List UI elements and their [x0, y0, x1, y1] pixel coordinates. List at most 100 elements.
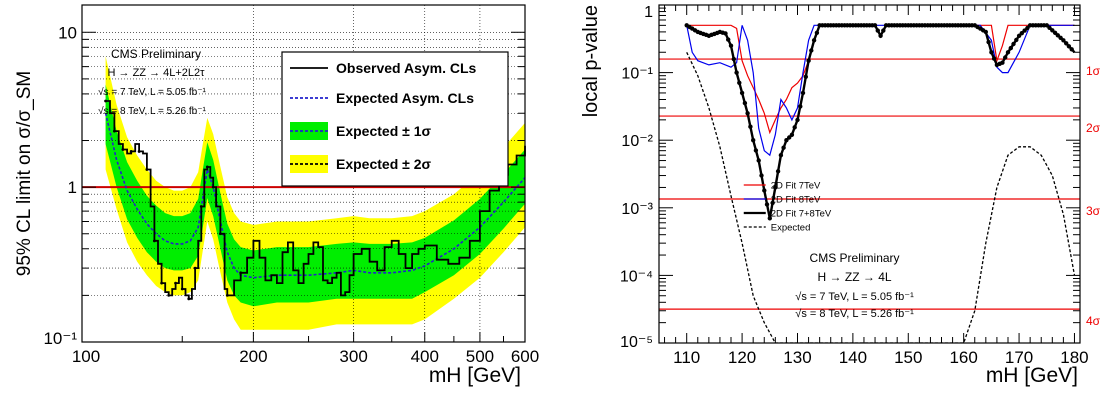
x-tick-label: 100 [72, 347, 100, 366]
combined-point [991, 56, 997, 61]
combined-point [798, 104, 803, 109]
series-combined-line [686, 24, 1076, 219]
x-tick-label: 200 [239, 347, 267, 366]
combined-point [756, 158, 761, 163]
combined-point [748, 124, 753, 129]
combined-point [723, 31, 728, 36]
x-tick-label: 140 [839, 348, 867, 367]
combined-point [1058, 35, 1063, 40]
observed-point [145, 168, 149, 171]
y-tick-label: 10 [58, 23, 77, 42]
legend-label: Expected [771, 223, 811, 234]
y-axis-label: local p-value [580, 5, 602, 117]
pvalue-chart: 110 120 130 140 150 160 170 180 10⁻⁵ 10⁻⁴ 10⁻³ 10⁻²… [580, 4, 1101, 387]
y-tick-label: 10⁻³ [621, 201, 653, 218]
combined-point [764, 202, 770, 207]
y-tick-label: 1 [644, 4, 653, 21]
band-1sigma [105, 84, 525, 307]
observed-point [199, 205, 203, 208]
observed-point [137, 150, 141, 153]
x-tick-label: 110 [673, 348, 700, 367]
combined-point [872, 23, 878, 28]
observed-point [129, 150, 133, 153]
x-tick-label: 120 [728, 348, 756, 367]
x-tick-label: 150 [894, 348, 922, 367]
combined-point [792, 125, 797, 130]
legend-label: Observed Asym. CLs [336, 60, 477, 76]
combined-point [795, 117, 800, 123]
combined-point [770, 200, 775, 206]
observed-point [211, 185, 215, 189]
observed-point [152, 239, 156, 243]
y-tick-label: 1 [68, 178, 77, 197]
combined-point [986, 39, 991, 45]
combined-point [800, 90, 806, 96]
annotation-line: √s = 8 TeV, L = 5.26 fb⁻¹ [795, 308, 914, 320]
series-8tev-line [686, 24, 1075, 157]
combined-point [728, 43, 734, 48]
y-tick-label: 10⁻⁴ [620, 268, 653, 285]
y-tick-label: 10⁻² [621, 133, 653, 150]
combined-point [787, 135, 792, 140]
combined-point [784, 138, 789, 143]
combined-point [767, 216, 772, 221]
x-tick-label: 500 [466, 347, 494, 366]
legend-label: Expected Asym. CLs [336, 90, 474, 106]
combined-point [1011, 41, 1016, 47]
legend-label: 2D Fit 7TeV [771, 181, 821, 192]
x-tick-label: 180 [1060, 348, 1088, 367]
combined-point [875, 28, 880, 33]
combined-point [1003, 55, 1008, 60]
combined-point [1066, 44, 1072, 49]
combined-point [1069, 47, 1074, 52]
legend-label: Expected ± 2σ [336, 156, 431, 172]
combined-point [1005, 50, 1011, 55]
combined-point [789, 132, 795, 137]
sigma-label: 1σ [1086, 64, 1101, 78]
observed-point [112, 129, 116, 133]
observed-point [104, 99, 107, 103]
observed-point [187, 297, 191, 301]
combined-point [759, 173, 764, 178]
x-tick-label: 400 [411, 347, 439, 366]
sigma-label: 2σ [1086, 121, 1101, 135]
observed-point [239, 271, 243, 275]
annotation-line: CMS Preliminary [810, 251, 900, 265]
combined-point [1000, 60, 1005, 65]
annotation-line: CMS Preliminary [111, 47, 201, 61]
combined-point [731, 56, 736, 62]
combined-point [989, 50, 994, 55]
x-tick-label: 300 [339, 347, 367, 366]
annotation-line: H → ZZ → 4L [818, 270, 892, 284]
x-axis-label: mH [GeV] [986, 364, 1078, 387]
observed-point [225, 293, 229, 297]
combined-point [737, 80, 742, 86]
x-tick-label: 160 [949, 348, 977, 367]
combined-point [1025, 25, 1030, 31]
observed-point [180, 287, 184, 291]
observed-point [167, 293, 171, 297]
combined-point [811, 38, 817, 43]
legend-swatch-1sigma [290, 122, 328, 140]
combined-point [762, 188, 767, 193]
observed-point [218, 232, 222, 236]
combined-point [778, 153, 784, 158]
observed-point [193, 266, 197, 270]
combined-point [745, 111, 750, 116]
combined-point [983, 29, 988, 35]
combined-point [751, 138, 756, 143]
sigma-label: 4σ [1086, 314, 1101, 328]
y-axis-label: 95% CL limit on σ/σ_SM [14, 71, 35, 276]
annotation-line: √s = 8 TeV, L = 5.26 fb⁻¹ [98, 105, 206, 117]
x-tick-label: 130 [783, 348, 811, 367]
combined-point [1047, 25, 1052, 30]
series-expected-line [686, 52, 1076, 343]
annotation-line: √s = 7 TeV, L = 5.05 fb⁻¹ [795, 291, 914, 303]
combined-point [742, 100, 748, 106]
combined-point [1008, 45, 1013, 51]
observed-point [205, 165, 209, 169]
y-tick-label: 10⁻¹ [621, 66, 653, 83]
combined-point [773, 185, 778, 190]
observed-point [160, 281, 164, 285]
